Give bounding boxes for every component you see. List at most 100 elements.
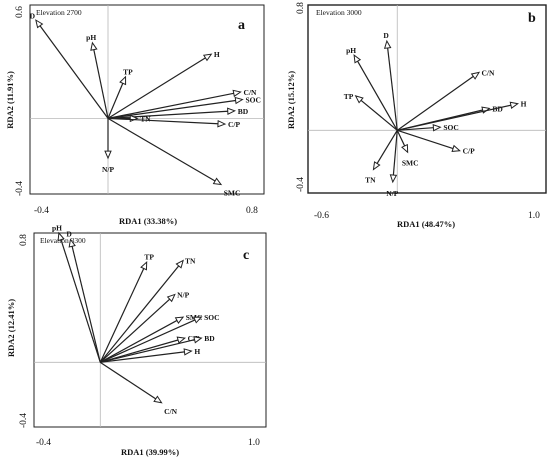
vector-line [107, 83, 124, 119]
vector-arrowhead [227, 107, 237, 116]
panel-a-vector-bd: BD [107, 107, 249, 119]
panel-b-ytick-min: -0.4 [296, 177, 306, 192]
panel-b-vector-c-per-n: C/N [396, 68, 495, 131]
panel-a-ylabel: RDA2 (11.91%) [5, 71, 15, 129]
panel-c-xtick-max: 1.0 [248, 438, 260, 448]
panel-c-vector-ph: pH [52, 223, 101, 363]
panel-b-vector-d: D [383, 31, 398, 131]
panel-b-vector-smc: SMC [396, 130, 419, 168]
vector-arrowhead [372, 161, 381, 171]
panel-b-frame [307, 4, 547, 194]
panel-a-vector-ph: pH [86, 33, 109, 119]
vector-line [396, 75, 474, 131]
vector-arrowhead [234, 96, 244, 105]
panel-c-vector-soc: SOC [100, 313, 220, 363]
vector-line [93, 49, 109, 119]
panel-b-vector-h: H [397, 100, 527, 131]
vector-arrowhead [509, 101, 519, 109]
panel-a: Elevation 2700 a -0.4 0.8 0.6 -0.4 RDA1 … [5, 4, 265, 226]
vector-arrowhead [217, 119, 227, 128]
panel-c-vector-c-per-n: C/N [99, 361, 178, 416]
vector-label: C/P [228, 120, 241, 129]
vector-label: BD [238, 107, 249, 116]
vector-line [397, 127, 434, 131]
vector-arrowhead [35, 19, 44, 29]
vector-line [100, 339, 195, 363]
vector-arrowhead [202, 53, 213, 62]
panel-b-vector-tp: TP [344, 92, 398, 131]
vector-arrowhead [57, 231, 65, 242]
vector-line [99, 298, 171, 363]
vector-label: D [30, 11, 36, 20]
vector-line [360, 99, 398, 131]
vector-arrowhead [166, 293, 176, 303]
vector-label: BD [204, 334, 215, 343]
panel-b-letter: b [528, 11, 536, 26]
panel-a-ytick-max: 0.6 [15, 6, 25, 18]
vector-label: N/P [386, 189, 399, 198]
panel-b-marks: DpH TP C/N BD H SOC C/P SMC TN N/P [308, 5, 546, 198]
panel-a-vector-h: H [107, 50, 220, 119]
vector-arrowhead [432, 123, 442, 132]
vector-arrowhead [174, 316, 185, 324]
panel-b-ytick-max: 0.8 [296, 2, 306, 14]
panel-c-ytick-max: 0.8 [19, 234, 29, 246]
panel-a-vector-c-per-n: C/N [107, 88, 258, 119]
panel-a-xtick-min: -0.4 [34, 206, 49, 216]
vector-label: D [383, 31, 389, 40]
vector-arrowhead [353, 54, 362, 64]
vector-label: H [194, 347, 200, 356]
vector-arrowhead [90, 41, 98, 51]
vector-arrowhead [68, 238, 76, 248]
vector-label: SOC [204, 313, 219, 322]
vector-line [387, 47, 398, 131]
vector-arrowhead [140, 260, 148, 271]
vector-label: C/N [244, 88, 258, 97]
vector-arrowhead [192, 316, 203, 324]
vector-arrowhead [119, 75, 127, 86]
panel-a-vector-smc: SMC [107, 117, 241, 198]
vector-line [396, 130, 406, 147]
vector-arrowhead [451, 144, 461, 152]
panel-c-vector-d: D [66, 230, 101, 363]
vector-label: pH [52, 223, 62, 232]
panel-c-letter: c [243, 248, 249, 263]
panel-b-ylabel: RDA2 (15.12%) [286, 71, 296, 129]
panel-c-vector-tn: TN [99, 256, 196, 363]
vector-arrowhead [104, 150, 112, 160]
vector-arrowhead [470, 71, 481, 80]
vector-line [107, 92, 234, 119]
panel-a-vector-tp: TP [107, 67, 133, 119]
vector-label: TP [123, 67, 133, 76]
vector-line [60, 239, 101, 363]
vector-label: TP [144, 253, 154, 262]
panel-c-vector-bd: BD [100, 334, 215, 363]
panel-b-vector-ph: pH [346, 46, 398, 131]
panel-b-vector-tn: TN [365, 130, 398, 185]
vector-label: C/N [164, 407, 178, 416]
vector-label: TP [344, 92, 354, 101]
vector-line [99, 319, 178, 363]
panel-c-xtick-min: -0.4 [36, 438, 51, 448]
vector-line [99, 268, 145, 363]
panel-a-xtick-max: 0.8 [246, 206, 258, 216]
panel-b-xtick-min: -0.6 [314, 211, 329, 221]
panel-a-vector-n-per-p: N/P [102, 118, 114, 174]
vector-line [107, 117, 219, 125]
vector-label: SMC [224, 189, 241, 198]
vector-arrowhead [354, 95, 364, 104]
panel-c-xlabel: RDA1 (39.99%) [121, 447, 179, 457]
panel-b: Elevation 3000 b -0.6 1.0 0.8 -0.4 RDA1 … [286, 2, 547, 229]
panel-a-vector-soc: SOC [107, 96, 261, 119]
vector-line [107, 57, 206, 119]
panel-a-ytick-min: -0.4 [15, 181, 25, 196]
vector-line [99, 265, 180, 363]
vector-line [392, 130, 398, 176]
vector-arrowhead [193, 336, 203, 344]
vector-line [100, 351, 185, 363]
vector-line [397, 104, 512, 131]
vector-line [107, 99, 236, 119]
panel-b-vector-c-per-p: C/P [397, 129, 475, 156]
panel-a-letter: a [238, 18, 245, 33]
